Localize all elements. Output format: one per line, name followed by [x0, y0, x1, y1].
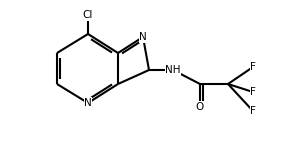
Text: N: N: [84, 98, 92, 108]
Text: F: F: [250, 106, 256, 116]
Text: N: N: [139, 32, 147, 42]
Text: NH: NH: [165, 65, 181, 75]
Text: F: F: [250, 87, 256, 97]
Text: F: F: [250, 62, 256, 72]
Text: O: O: [196, 102, 204, 112]
Text: Cl: Cl: [83, 10, 93, 20]
